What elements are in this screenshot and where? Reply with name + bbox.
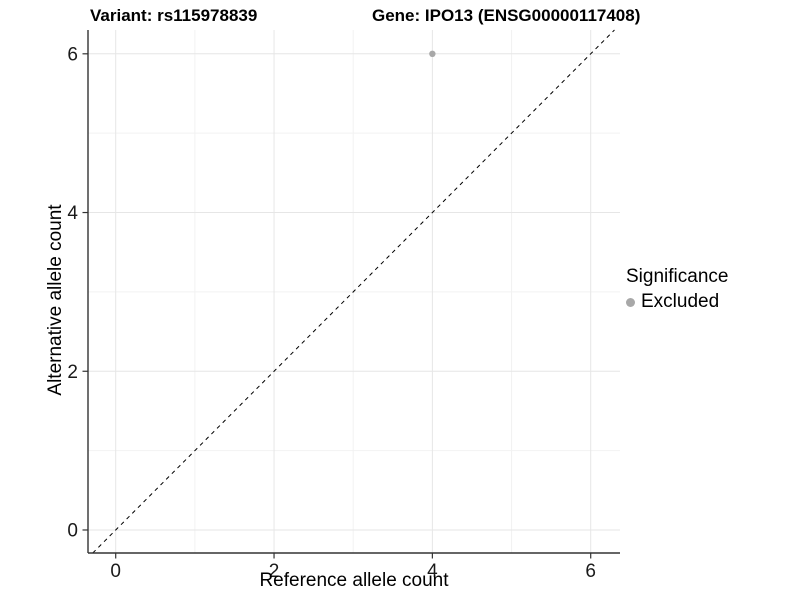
identity-line — [92, 29, 615, 554]
x-tick-label: 0 — [110, 561, 121, 582]
y-tick-label: 6 — [67, 44, 78, 65]
legend-entry-label: Excluded — [641, 291, 720, 312]
data-point-excluded — [429, 50, 436, 58]
legend-title: Significance — [626, 266, 729, 287]
plot-title-gene: Gene: IPO13 (ENSG00000117408) — [372, 6, 641, 25]
plot-title-variant: Variant: rs115978839 — [90, 6, 258, 25]
y-axis-title: Alternative allele count — [45, 204, 66, 396]
x-tick-label: 4 — [427, 561, 438, 582]
y-tick-label: 4 — [67, 203, 78, 224]
legend-point-swatch — [626, 297, 635, 307]
x-tick-label: 2 — [269, 561, 280, 582]
y-tick-label: 2 — [67, 362, 78, 383]
y-tick-label: 0 — [67, 520, 78, 541]
legend: Significance Excluded — [626, 266, 728, 313]
x-axis-title: Reference allele count — [259, 570, 449, 591]
legend-entry-excluded: Excluded — [626, 291, 728, 313]
x-tick-label: 6 — [585, 561, 596, 582]
